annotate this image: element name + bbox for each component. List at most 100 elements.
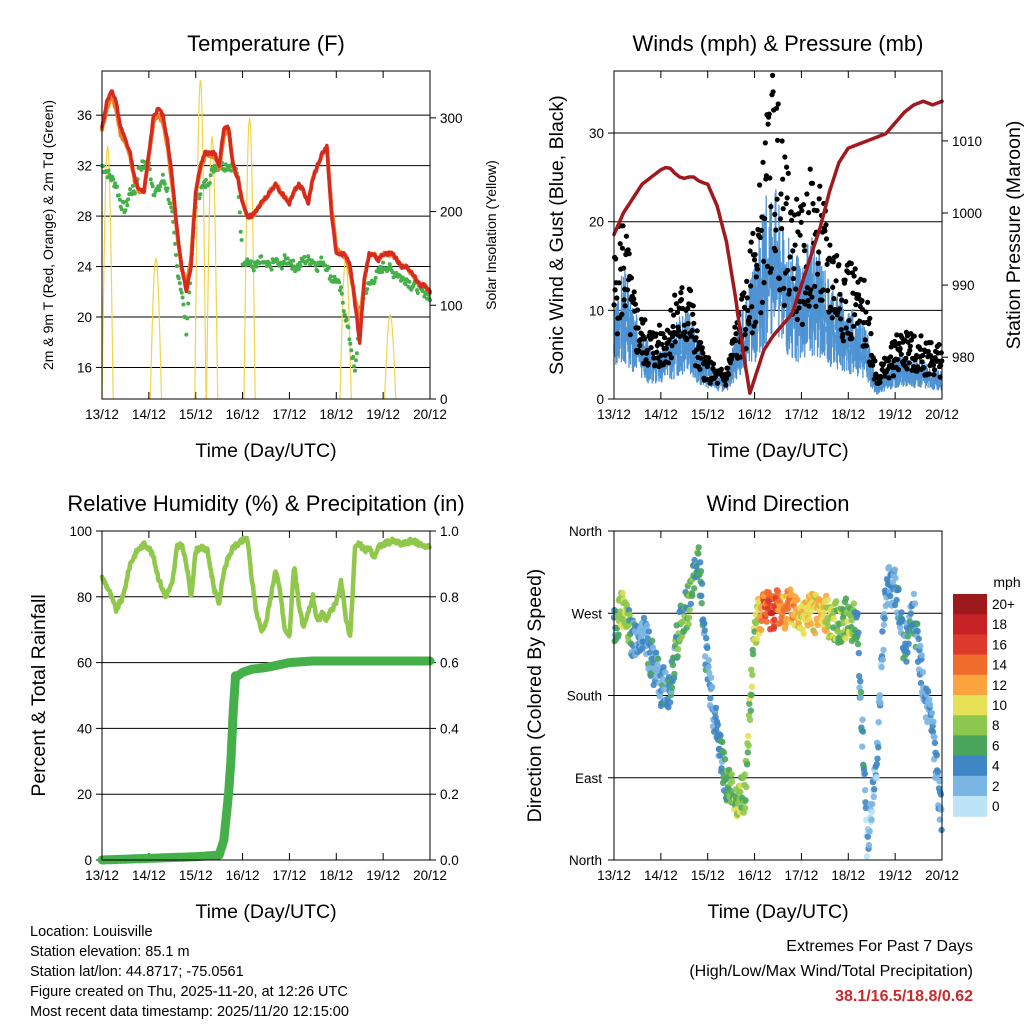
gust-point [794,316,800,322]
direction-point [875,744,882,751]
direction-point [874,755,881,762]
dewpoint-point [162,181,167,186]
direction-point [861,770,868,777]
gust-point [676,328,682,334]
dewpoint-point [281,259,286,264]
gust-point [626,251,632,257]
direction-point [720,749,727,756]
gust-point [789,217,795,223]
gust-point [809,294,815,300]
gust-point [911,333,917,339]
dewpoint-point [269,267,274,272]
colorbar-swatch [953,715,987,736]
precip-line [97,656,435,865]
gust-point [865,299,871,305]
gust-point [938,362,944,368]
direction-point [862,787,869,794]
gust-point [685,320,691,327]
direction-point [924,718,931,726]
dewpoint-point [175,264,179,268]
gust-point [852,266,858,272]
y-tick-label: 30 [589,126,604,141]
gust-point [772,248,779,254]
gust-point [704,363,710,370]
solar-insolation-peak [149,257,163,400]
dewpoint-point [184,332,189,337]
gust-point [691,320,697,326]
dewpoint-point [348,341,353,346]
gust-point [780,176,786,182]
gust-point [866,321,872,327]
direction-point [937,791,945,798]
gust-point [767,175,773,181]
direction-point [660,686,668,693]
x-tick-label: 17/12 [785,407,819,422]
dewpoint-point [197,196,202,201]
gust-point [631,289,637,295]
gust-point [781,285,787,291]
dewpoint-point [365,287,370,292]
gust-point [749,304,755,310]
gust-point [635,307,641,313]
gust-point [782,154,788,160]
gust-point [894,356,901,363]
dewpoint-point [106,168,111,173]
x-axis-label: Time (Day/UTC) [707,440,848,462]
y-tick-label: 28 [77,209,92,224]
y-tick-label: 0 [596,392,604,407]
gust-point [831,296,837,302]
gust-point [790,276,797,282]
extremes-subtitle: (High/Low/Max Wind/Total Precipitation) [689,963,973,980]
direction-point [705,656,712,664]
dewpoint-point [347,337,352,342]
y-tick-label-right: 990 [952,278,975,293]
gust-point [773,227,779,233]
direction-point [929,728,937,735]
direction-point [737,788,744,796]
gust-point [776,275,782,281]
dewpoint-point [403,282,408,287]
dewpoint-point [128,187,133,192]
colorbar-swatch [953,735,987,757]
gust-point [827,242,833,248]
direction-point [868,816,875,823]
gust-point [774,196,780,202]
x-tick-label: 13/12 [597,868,631,883]
gust-point [851,273,857,279]
direction-point [926,701,934,708]
dewpoint-point [354,351,359,356]
dewpoint-point [388,265,393,270]
gust-point [669,343,675,349]
dewpoint-point [279,266,284,271]
dewpoint-point [267,261,272,266]
dewpoint-point [174,253,178,257]
direction-point [665,704,672,711]
gust-point [836,306,843,312]
gust-point [753,319,759,325]
gust-point [765,121,771,127]
gust-point [838,316,844,322]
gust-point [619,245,626,251]
direction-point [707,695,714,702]
gust-point [838,327,844,333]
x-tick-label: 20/12 [413,868,447,883]
gust-point [772,211,778,217]
gust-point [693,335,699,341]
y-axis-label: 2m & 9m T (Red, Orange) & 2m Td (Green) [40,100,56,370]
y-tick-label: 32 [77,159,92,174]
gust-point [764,263,771,269]
direction-point [876,692,883,699]
direction-point [855,629,862,636]
direction-point [892,574,899,582]
gust-point [843,298,849,305]
direction-point [863,853,871,860]
gust-point [846,317,852,324]
gust-point [746,321,752,327]
direction-point [914,627,921,635]
dewpoint-point [401,277,406,282]
gust-point [725,365,731,371]
gust-point [807,166,813,172]
colorbar-swatch [953,674,987,696]
direction-point [879,656,886,663]
x-tick-label: 19/12 [366,868,400,883]
